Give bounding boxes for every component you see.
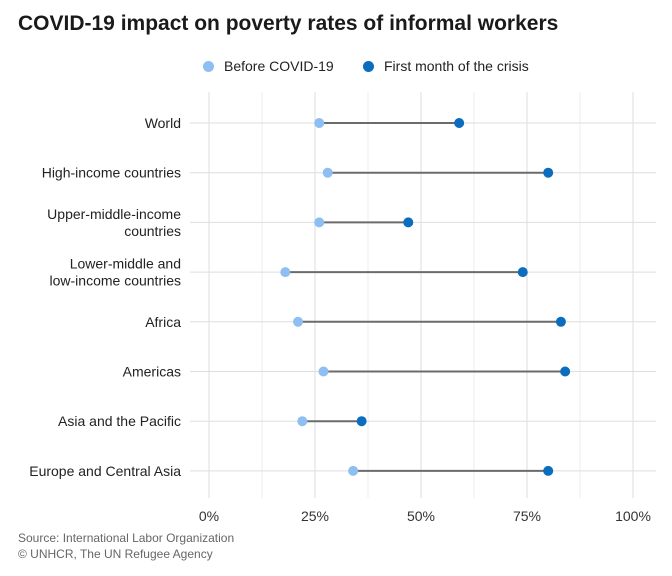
legend-label-before: Before COVID-19 <box>224 58 334 74</box>
point-before <box>318 366 329 377</box>
point-before <box>348 465 359 476</box>
category-label: Lower-middle and low-income countries <box>50 256 182 289</box>
point-before <box>297 416 308 427</box>
x-tick-label: 25% <box>301 508 329 524</box>
category-label-line: low-income countries <box>50 273 182 289</box>
point-after <box>555 316 566 327</box>
chart-footer: Source: International Labor Organization… <box>18 530 234 562</box>
chart-legend: Before COVID-19 First month of the crisi… <box>0 56 672 76</box>
point-before <box>280 267 291 278</box>
point-after <box>356 416 367 427</box>
category-label-line: Lower-middle and <box>70 256 181 272</box>
x-tick-label: 75% <box>513 508 541 524</box>
point-before <box>314 118 325 128</box>
point-before <box>293 316 304 327</box>
category-label: Europe and Central Asia <box>29 463 181 479</box>
category-label: High-income countries <box>42 165 181 181</box>
point-after <box>560 366 571 377</box>
legend-label-after: First month of the crisis <box>384 58 529 74</box>
category-label: Africa <box>145 314 181 330</box>
x-tick-label: 100% <box>615 508 651 524</box>
x-tick-label: 50% <box>407 508 435 524</box>
chart-title: COVID-19 impact on poverty rates of info… <box>18 12 559 35</box>
point-before <box>322 167 333 178</box>
x-tick-label: 0% <box>199 508 219 524</box>
category-label-line: countries <box>124 223 181 239</box>
point-after <box>403 217 414 228</box>
legend-marker-after <box>363 60 374 72</box>
point-before <box>314 217 325 228</box>
point-after <box>454 118 465 128</box>
category-label: Asia and the Pacific <box>58 413 181 429</box>
category-label: Upper-middle-income countries <box>47 206 181 239</box>
legend-item-after: First month of the crisis <box>363 56 529 76</box>
credit-note: © UNHCR, The UN Refugee Agency <box>18 547 213 561</box>
dumbbell-chart: 0% 25% 50% 75% 100% World High-income countrie… <box>29 92 656 524</box>
category-label: World <box>145 115 181 131</box>
category-label: Americas <box>123 364 181 380</box>
legend-item-before: Before COVID-19 <box>203 56 334 76</box>
category-label-line: Upper-middle-income <box>47 206 181 222</box>
point-after <box>543 465 554 476</box>
point-after <box>543 167 554 178</box>
point-after <box>517 267 528 278</box>
source-note: Source: International Labor Organization <box>18 531 235 545</box>
legend-marker-before <box>203 60 214 72</box>
